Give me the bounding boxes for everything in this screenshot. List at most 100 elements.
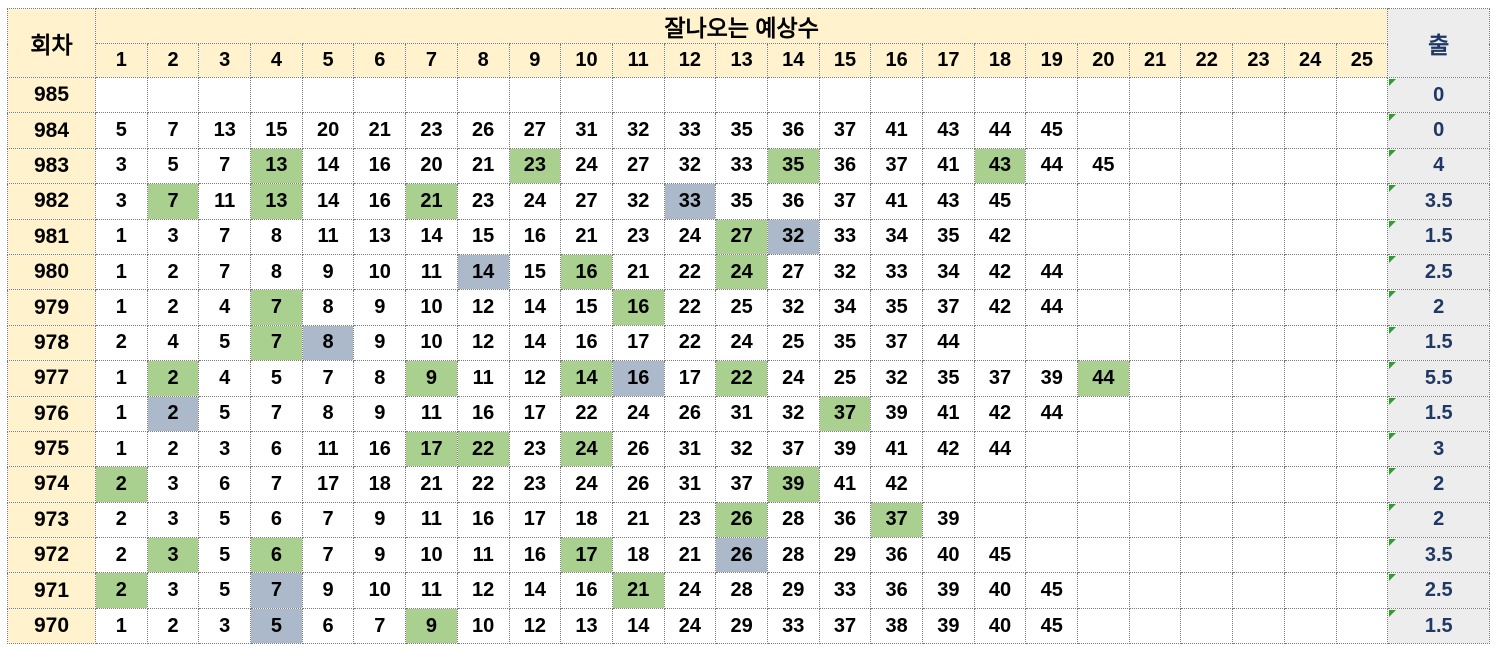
number-cell[interactable]: 32	[663, 147, 717, 185]
number-cell[interactable]: 3	[95, 147, 148, 185]
number-cell[interactable]	[1335, 218, 1389, 255]
number-cell[interactable]: 12	[508, 607, 562, 645]
column-header[interactable]: 18	[973, 43, 1027, 78]
number-cell[interactable]: 2	[95, 466, 148, 503]
table-title[interactable]: 잘나오는 예상수	[94, 8, 1389, 44]
number-cell[interactable]: 12	[456, 572, 510, 609]
number-cell[interactable]: 16	[456, 501, 510, 539]
number-cell[interactable]: 39	[922, 607, 975, 645]
number-cell[interactable]: 2	[146, 607, 200, 645]
out-cell[interactable]: 2	[1387, 466, 1491, 503]
number-cell[interactable]: 32	[766, 395, 820, 432]
number-cell[interactable]	[146, 76, 200, 114]
column-header[interactable]: 7	[405, 43, 458, 78]
number-cell[interactable]: 24	[663, 607, 717, 645]
round-cell[interactable]: 970	[7, 607, 96, 645]
number-cell[interactable]: 7	[301, 501, 355, 539]
number-cell[interactable]	[1180, 360, 1234, 397]
number-cell[interactable]: 32	[766, 289, 820, 326]
round-cell[interactable]: 982	[7, 183, 96, 220]
number-cell[interactable]: 42	[973, 253, 1027, 291]
number-cell[interactable]: 18	[560, 501, 613, 539]
number-cell[interactable]: 10	[405, 537, 458, 574]
number-cell[interactable]: 5	[250, 360, 303, 397]
number-cell[interactable]: 45	[1077, 147, 1130, 185]
number-cell[interactable]	[456, 76, 510, 114]
number-cell[interactable]: 16	[456, 395, 510, 432]
number-cell[interactable]: 42	[973, 395, 1027, 432]
number-cell[interactable]: 33	[715, 147, 768, 185]
number-cell[interactable]: 6	[250, 537, 303, 574]
number-cell[interactable]: 39	[766, 466, 820, 503]
number-cell[interactable]: 11	[456, 360, 510, 397]
number-cell[interactable]: 7	[301, 360, 355, 397]
number-cell[interactable]	[818, 76, 872, 114]
number-cell[interactable]	[1180, 289, 1234, 326]
number-cell[interactable]	[250, 76, 303, 114]
number-cell[interactable]: 9	[301, 572, 355, 609]
number-cell[interactable]	[1335, 430, 1389, 468]
number-cell[interactable]: 32	[766, 218, 820, 255]
number-cell[interactable]	[1025, 76, 1079, 114]
number-cell[interactable]: 2	[146, 395, 200, 432]
number-cell[interactable]: 11	[301, 430, 355, 468]
number-cell[interactable]	[1128, 289, 1182, 326]
number-cell[interactable]: 20	[405, 147, 458, 185]
number-cell[interactable]: 22	[560, 395, 613, 432]
number-cell[interactable]	[1335, 183, 1389, 220]
number-cell[interactable]	[1283, 572, 1337, 609]
number-cell[interactable]	[1180, 572, 1234, 609]
number-cell[interactable]	[1128, 147, 1182, 185]
number-cell[interactable]	[1180, 324, 1234, 362]
number-cell[interactable]	[1128, 218, 1182, 255]
number-cell[interactable]: 21	[456, 147, 510, 185]
round-cell[interactable]: 971	[7, 572, 96, 609]
number-cell[interactable]: 3	[198, 607, 252, 645]
round-cell[interactable]: 979	[7, 289, 96, 326]
number-cell[interactable]: 11	[405, 572, 458, 609]
out-cell[interactable]: 2.5	[1387, 572, 1491, 609]
number-cell[interactable]: 36	[870, 537, 923, 574]
number-cell[interactable]	[922, 466, 975, 503]
number-cell[interactable]	[1128, 324, 1182, 362]
round-cell[interactable]: 975	[7, 430, 96, 468]
out-cell[interactable]: 2.5	[1387, 253, 1491, 291]
number-cell[interactable]	[1180, 76, 1234, 114]
number-cell[interactable]	[508, 76, 562, 114]
number-cell[interactable]: 14	[301, 183, 355, 220]
number-cell[interactable]: 17	[508, 501, 562, 539]
number-cell[interactable]	[1283, 289, 1337, 326]
round-cell[interactable]: 984	[7, 112, 96, 149]
number-cell[interactable]	[611, 76, 665, 114]
number-cell[interactable]	[1128, 360, 1182, 397]
number-cell[interactable]	[1180, 183, 1234, 220]
number-cell[interactable]: 17	[301, 466, 355, 503]
column-header[interactable]: 21	[1128, 43, 1182, 78]
number-cell[interactable]	[1283, 360, 1337, 397]
number-cell[interactable]: 5	[198, 572, 252, 609]
column-header[interactable]: 20	[1077, 43, 1130, 78]
number-cell[interactable]: 24	[560, 466, 613, 503]
number-cell[interactable]	[560, 76, 613, 114]
number-cell[interactable]: 8	[301, 395, 355, 432]
number-cell[interactable]	[922, 76, 975, 114]
number-cell[interactable]: 41	[870, 112, 923, 149]
round-cell[interactable]: 974	[7, 466, 96, 503]
round-cell[interactable]: 972	[7, 537, 96, 574]
number-cell[interactable]: 16	[611, 360, 665, 397]
number-cell[interactable]: 15	[250, 112, 303, 149]
number-cell[interactable]	[973, 76, 1027, 114]
number-cell[interactable]	[1128, 76, 1182, 114]
number-cell[interactable]	[1025, 466, 1079, 503]
number-cell[interactable]	[1077, 324, 1130, 362]
number-cell[interactable]: 16	[353, 147, 407, 185]
number-cell[interactable]: 39	[870, 395, 923, 432]
number-cell[interactable]	[1128, 112, 1182, 149]
number-cell[interactable]	[1180, 501, 1234, 539]
number-cell[interactable]	[1180, 218, 1234, 255]
number-cell[interactable]: 1	[95, 253, 148, 291]
number-cell[interactable]	[1180, 147, 1234, 185]
number-cell[interactable]: 43	[973, 147, 1027, 185]
number-cell[interactable]: 22	[663, 324, 717, 362]
out-cell[interactable]: 1.5	[1387, 395, 1491, 432]
